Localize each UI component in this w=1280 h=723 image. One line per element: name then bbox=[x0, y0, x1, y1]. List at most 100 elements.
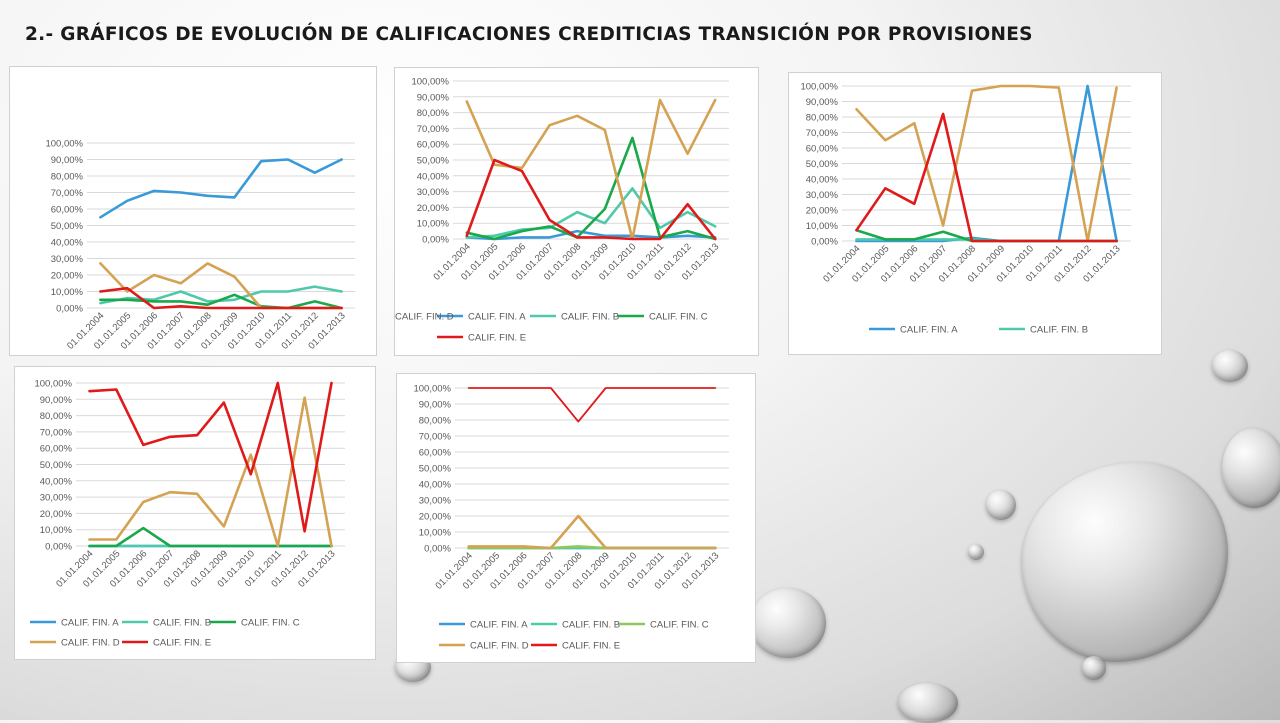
y-tick-label: 60,00% bbox=[806, 144, 839, 155]
y-tick-label: 70,00% bbox=[40, 427, 73, 438]
y-tick-label: 0,00% bbox=[45, 542, 72, 553]
y-tick-label: 90,00% bbox=[417, 92, 450, 103]
legend-label: CALIF. FIN. A bbox=[468, 312, 526, 323]
y-tick-label: 50,00% bbox=[51, 221, 84, 232]
y-tick-label: 20,00% bbox=[51, 271, 84, 282]
y-tick-label: 20,00% bbox=[40, 509, 73, 520]
water-drop-decoration bbox=[750, 588, 826, 658]
y-tick-label: 10,00% bbox=[806, 221, 839, 232]
y-tick-label: 90,00% bbox=[419, 400, 452, 411]
chart-panel-3: 0,00% 10,00% 20,00% 30,00% 40,00% 50,00% 60,00… bbox=[788, 72, 1162, 355]
legend-label: CALIF. FIN. C bbox=[241, 618, 300, 629]
y-tick-label: 0,00% bbox=[811, 237, 838, 248]
y-tick-label: 80,00% bbox=[417, 108, 450, 119]
legend-label: CALIF. FIN. A bbox=[470, 620, 528, 631]
line-chart-2: 0,00% 10,00% 20,00% 30,00% 40,00% 50,00% 60,00… bbox=[395, 77, 729, 344]
y-tick-label: 70,00% bbox=[417, 124, 450, 135]
y-tick-label: 90,00% bbox=[806, 97, 839, 108]
legend-label: CALIF. FIN. B bbox=[153, 618, 211, 629]
series-line-calif-fin-e bbox=[99, 286, 343, 310]
legend-label: CALIF. FIN. D bbox=[61, 638, 120, 649]
y-tick-label: 30,00% bbox=[419, 496, 452, 507]
line-chart-4: 0,00% 10,00% 20,00% 30,00% 40,00% 50,00% 60,00… bbox=[30, 379, 345, 649]
series-line-calif-fin-e bbox=[855, 112, 1118, 243]
chart-panel-2: 0,00% 10,00% 20,00% 30,00% 40,00% 50,00% 60,00… bbox=[394, 67, 759, 356]
y-tick-label: 100,00% bbox=[45, 139, 83, 150]
legend-label: CALIF. FIN. A bbox=[900, 325, 958, 336]
y-tick-label: 40,00% bbox=[40, 476, 73, 487]
series-line-calif-fin-d bbox=[88, 396, 333, 548]
legend-label: CALIF. FIN. E bbox=[562, 641, 620, 652]
chart-panel-5: 0,00% 10,00% 20,00% 30,00% 40,00% 50,00% 60,00… bbox=[396, 373, 756, 663]
y-tick-label: 40,00% bbox=[51, 238, 84, 249]
series-line-calif-fin-e bbox=[467, 387, 717, 423]
water-drop-decoration bbox=[898, 683, 958, 723]
y-tick-label: 80,00% bbox=[40, 411, 73, 422]
legend-label: CALIF. FIN. A bbox=[61, 618, 119, 629]
legend-label: CALIF. FIN. D bbox=[470, 641, 529, 652]
y-tick-label: 40,00% bbox=[417, 171, 450, 182]
y-tick-label: 90,00% bbox=[40, 395, 73, 406]
legend-label: CALIF. FIN. B bbox=[1030, 325, 1088, 336]
y-tick-label: 20,00% bbox=[806, 206, 839, 217]
y-tick-label: 50,00% bbox=[806, 159, 839, 170]
legend-label: CALIF. FIN. B bbox=[561, 312, 619, 323]
y-tick-label: 100,00% bbox=[34, 379, 72, 390]
series-line-calif-fin-c bbox=[99, 293, 343, 310]
water-drop-decoration bbox=[1082, 656, 1106, 680]
y-tick-label: 10,00% bbox=[51, 287, 84, 298]
y-tick-label: 50,00% bbox=[419, 464, 452, 475]
water-drop-decoration bbox=[1022, 462, 1228, 662]
water-drop-decoration bbox=[986, 490, 1016, 520]
series-line-calif-fin-e bbox=[88, 381, 333, 533]
y-tick-label: 0,00% bbox=[422, 235, 449, 246]
y-tick-label: 80,00% bbox=[51, 172, 84, 183]
y-tick-label: 100,00% bbox=[800, 82, 838, 93]
series-line-calif-fin-a bbox=[99, 158, 343, 219]
series-line-calif-fin-d bbox=[467, 514, 717, 550]
y-tick-label: 70,00% bbox=[806, 128, 839, 139]
chart-panel-4: 0,00% 10,00% 20,00% 30,00% 40,00% 50,00% 60,00… bbox=[14, 366, 376, 660]
line-chart-1: 0,00% 10,00% 20,00% 30,00% 40,00% 50,00% 60,00… bbox=[45, 139, 355, 352]
y-tick-label: 60,00% bbox=[417, 140, 450, 151]
legend-label: CALIF. FIN. C bbox=[650, 620, 709, 631]
series-line-calif-fin-b bbox=[465, 187, 717, 239]
line-chart-3: 0,00% 10,00% 20,00% 30,00% 40,00% 50,00% 60,00… bbox=[800, 82, 1131, 336]
y-tick-label: 70,00% bbox=[51, 188, 84, 199]
legend-label: CALIF. FIN. B bbox=[562, 620, 620, 631]
water-drop-decoration bbox=[968, 544, 984, 560]
y-tick-label: 80,00% bbox=[806, 113, 839, 124]
legend-label: CALIF. FIN. E bbox=[468, 333, 526, 344]
y-tick-label: 90,00% bbox=[51, 155, 84, 166]
legend-label: CALIF. FIN. E bbox=[153, 638, 211, 649]
y-tick-label: 30,00% bbox=[417, 187, 450, 198]
y-tick-label: 50,00% bbox=[40, 460, 73, 471]
y-tick-label: 0,00% bbox=[56, 304, 83, 315]
legend-label: CALIF. FIN. C bbox=[649, 312, 708, 323]
y-tick-label: 40,00% bbox=[806, 175, 839, 186]
y-tick-label: 100,00% bbox=[413, 384, 451, 395]
water-drop-decoration bbox=[1212, 350, 1248, 382]
chart-panel-1: 0,00% 10,00% 20,00% 30,00% 40,00% 50,00% 60,00… bbox=[9, 66, 377, 356]
y-tick-label: 10,00% bbox=[417, 219, 450, 230]
series-line-calif-fin-e bbox=[465, 158, 717, 241]
y-tick-label: 40,00% bbox=[419, 480, 452, 491]
series-line-calif-fin-c bbox=[88, 526, 333, 548]
y-tick-label: 10,00% bbox=[419, 528, 452, 539]
y-tick-label: 70,00% bbox=[419, 432, 452, 443]
legend-label: CALIF. FIN. D bbox=[395, 312, 454, 323]
y-tick-label: 10,00% bbox=[40, 525, 73, 536]
slide-title: 2.- GRÁFICOS DE EVOLUCIÓN DE CALIFICACIO… bbox=[25, 24, 1033, 45]
y-tick-label: 0,00% bbox=[424, 544, 451, 555]
y-tick-label: 30,00% bbox=[806, 190, 839, 201]
series-line-calif-fin-d bbox=[855, 84, 1118, 243]
y-tick-label: 50,00% bbox=[417, 156, 450, 167]
y-tick-label: 80,00% bbox=[419, 416, 452, 427]
y-tick-label: 100,00% bbox=[411, 77, 449, 88]
y-tick-label: 60,00% bbox=[419, 448, 452, 459]
water-drop-decoration bbox=[1222, 428, 1280, 508]
y-tick-label: 20,00% bbox=[417, 203, 450, 214]
y-tick-label: 30,00% bbox=[51, 254, 84, 265]
y-tick-label: 60,00% bbox=[40, 444, 73, 455]
y-tick-label: 30,00% bbox=[40, 493, 73, 504]
